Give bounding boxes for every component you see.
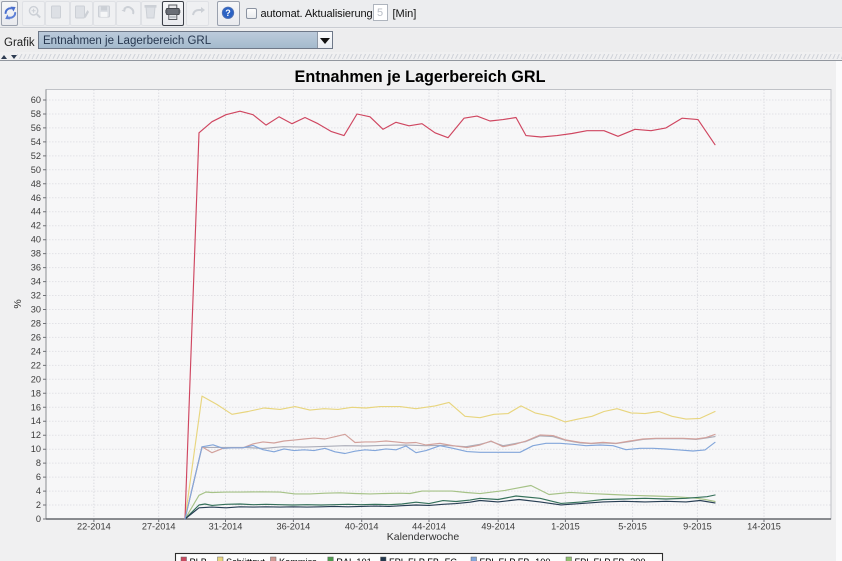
svg-text:40-2014: 40-2014 xyxy=(345,522,379,532)
svg-text:36-2014: 36-2014 xyxy=(277,522,311,532)
svg-text:12: 12 xyxy=(31,430,41,440)
svg-text:FPL FLP FB- 100: FPL FLP FB- 100 xyxy=(480,557,551,561)
svg-text:40: 40 xyxy=(31,235,41,245)
svg-text:50: 50 xyxy=(31,165,41,175)
svg-text:FPL FLP FB- 200: FPL FLP FB- 200 xyxy=(575,557,646,561)
svg-text:34: 34 xyxy=(31,277,41,287)
svg-text:14: 14 xyxy=(31,416,41,426)
svg-text:1-2015: 1-2015 xyxy=(551,522,580,532)
svg-text:FPL FLP FB- FC: FPL FLP FB- FC xyxy=(389,557,457,561)
svg-text:60: 60 xyxy=(31,95,41,105)
svg-text:44-2014: 44-2014 xyxy=(412,522,446,532)
svg-text:Kommiss.: Kommiss. xyxy=(279,557,319,561)
svg-text:52: 52 xyxy=(31,151,41,161)
svg-text:30: 30 xyxy=(31,305,41,315)
svg-text:PLB: PLB xyxy=(190,557,207,561)
svg-text:20: 20 xyxy=(31,374,41,384)
svg-text:48: 48 xyxy=(31,179,41,189)
svg-text:46: 46 xyxy=(31,193,41,203)
svg-text:Kalenderwoche: Kalenderwoche xyxy=(387,531,460,543)
svg-text:22-2014: 22-2014 xyxy=(77,522,111,532)
svg-text:24: 24 xyxy=(31,346,41,356)
svg-text:%: % xyxy=(12,299,24,308)
svg-text:49-2014: 49-2014 xyxy=(481,522,515,532)
svg-text:32: 32 xyxy=(31,291,41,301)
svg-text:44: 44 xyxy=(31,207,41,217)
svg-text:38: 38 xyxy=(31,249,41,259)
svg-text:56: 56 xyxy=(31,123,41,133)
svg-text:9-2015: 9-2015 xyxy=(683,522,712,532)
svg-text:22: 22 xyxy=(31,360,41,370)
svg-text:Entnahmen je Lagerbereich GRL: Entnahmen je Lagerbereich GRL xyxy=(295,68,546,86)
svg-text:10: 10 xyxy=(31,444,41,454)
svg-text:42: 42 xyxy=(31,221,41,231)
svg-text:16: 16 xyxy=(31,402,41,412)
svg-text:28: 28 xyxy=(31,319,41,329)
svg-text:8: 8 xyxy=(36,458,41,468)
svg-text:26: 26 xyxy=(31,332,41,342)
svg-text:2: 2 xyxy=(36,500,41,510)
svg-text:58: 58 xyxy=(31,109,41,119)
svg-text:36: 36 xyxy=(31,263,41,273)
svg-text:0: 0 xyxy=(36,514,41,524)
svg-text:31-2014: 31-2014 xyxy=(209,522,243,532)
svg-text:4: 4 xyxy=(36,486,41,496)
svg-text:54: 54 xyxy=(31,137,41,147)
svg-text:?: ? xyxy=(225,8,231,18)
svg-text:5-2015: 5-2015 xyxy=(618,522,647,532)
svg-text:RAL 101: RAL 101 xyxy=(336,557,371,561)
svg-text:27-2014: 27-2014 xyxy=(142,522,176,532)
svg-text:6: 6 xyxy=(36,472,41,482)
svg-text:Schüttgut: Schüttgut xyxy=(226,557,265,561)
svg-text:18: 18 xyxy=(31,388,41,398)
svg-text:14-2015: 14-2015 xyxy=(747,522,781,532)
